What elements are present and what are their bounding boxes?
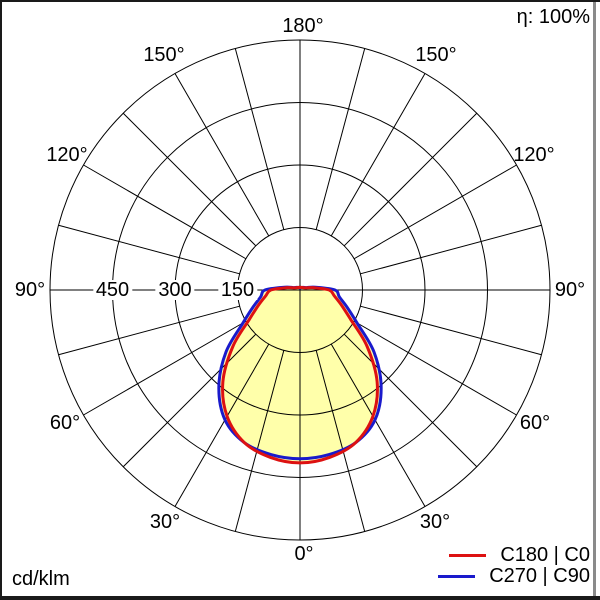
radial-scale-label: 300 [155, 280, 195, 300]
angle-label: 120° [46, 144, 88, 166]
angle-label: 60° [519, 412, 551, 434]
grid-spoke [330, 73, 426, 237]
legend-label-c90: C270 | C90 [489, 565, 590, 587]
angle-label: 90° [14, 279, 46, 301]
frame-border-top [0, 0, 600, 2]
grid-spoke [122, 112, 257, 247]
grid-spoke [330, 343, 426, 507]
angle-label: 120° [513, 144, 555, 166]
intensity-curve-c0 [221, 285, 379, 465]
grid-spoke [360, 224, 542, 275]
angle-label: 30° [419, 511, 451, 533]
legend-item-c0: C180 | C0 [449, 544, 590, 566]
radial-scale-label: 450 [92, 280, 133, 300]
grid-spoke [83, 164, 247, 260]
angle-label: 180° [282, 15, 324, 37]
angle-label: 30° [149, 511, 181, 533]
frame-border-left [0, 0, 2, 600]
grid-spoke [360, 305, 542, 356]
grid-spoke [353, 164, 517, 260]
grid-spoke [174, 343, 270, 507]
angle-label: 60° [49, 412, 81, 434]
angle-label: 150° [415, 44, 457, 66]
grid-spoke [58, 224, 240, 275]
angle-label: 90° [554, 279, 586, 301]
frame-border-bottom [0, 596, 600, 600]
radial-scale-label: 150 [217, 280, 258, 300]
unit-label: cd/klm [12, 568, 70, 590]
grid-spoke [122, 333, 257, 468]
legend: C180 | C0 C270 | C90 [438, 544, 590, 587]
grid-spoke [174, 73, 270, 237]
grid-spoke [234, 48, 285, 230]
grid-spoke [315, 350, 366, 532]
frame-border-right [593, 2, 596, 596]
legend-line-1 [438, 575, 476, 578]
grid-spoke [234, 350, 285, 532]
grid-spoke [343, 333, 478, 468]
grid-spoke [58, 305, 240, 356]
grid-spoke [343, 112, 478, 247]
angle-label: 150° [143, 44, 185, 66]
legend-label-c0: C180 | C0 [500, 544, 590, 566]
legend-line-0 [449, 554, 487, 557]
efficiency-label: η: 100% [516, 6, 590, 28]
grid-spoke [353, 320, 517, 416]
grid-spoke [83, 320, 247, 416]
angle-label: 0° [294, 543, 314, 565]
grid-spoke [315, 48, 366, 230]
legend-item-c90: C270 | C90 [438, 565, 590, 587]
